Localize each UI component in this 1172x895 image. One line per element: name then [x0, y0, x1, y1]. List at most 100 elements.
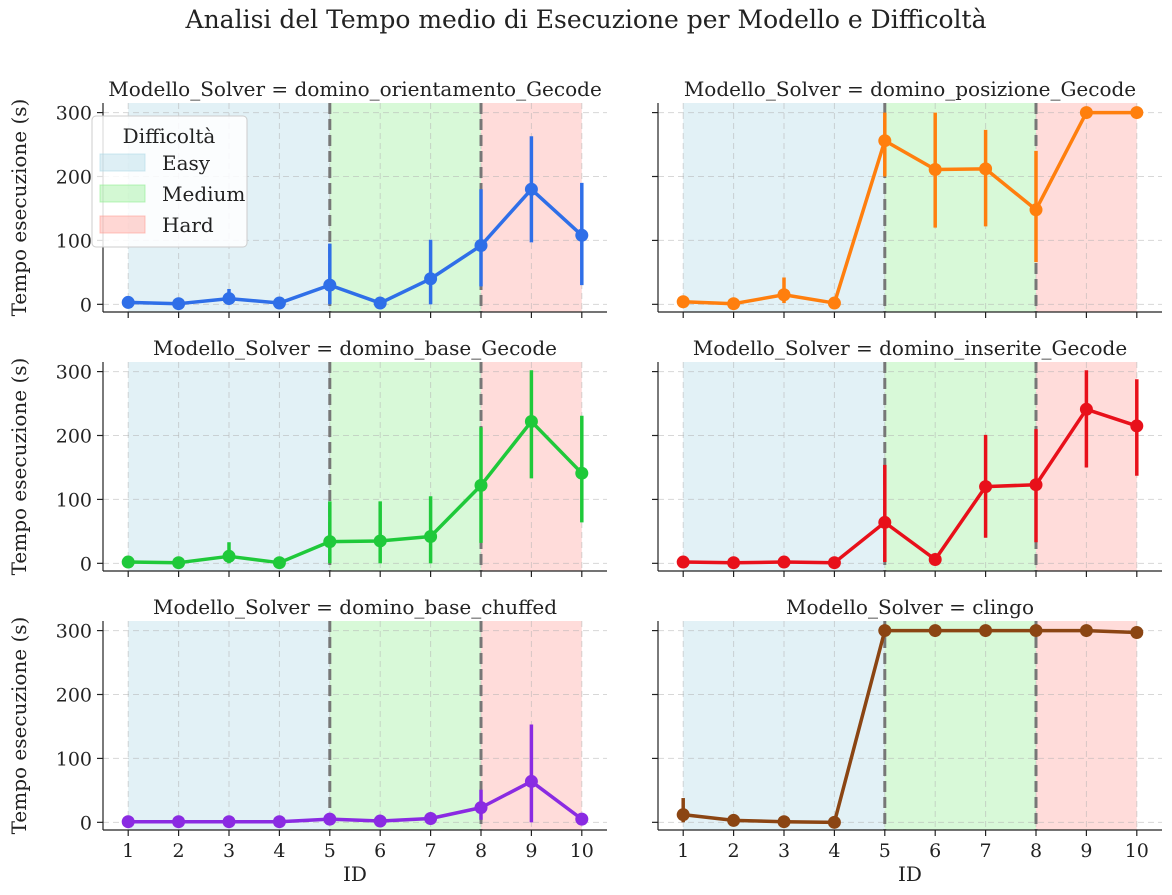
data-point — [323, 278, 337, 292]
region-medium — [329, 103, 481, 312]
x-tick-label: 6 — [374, 840, 386, 862]
series-line — [683, 407, 1138, 565]
data-point — [424, 529, 438, 543]
legend-label-hard: Hard — [162, 213, 214, 237]
data-point — [524, 182, 538, 196]
data-point — [1029, 203, 1043, 217]
x-tick-label: 6 — [929, 840, 941, 862]
region-medium — [329, 362, 481, 571]
data-point — [979, 624, 993, 638]
data-point — [928, 162, 942, 176]
data-point — [524, 414, 538, 428]
x-axis-label: ID — [343, 862, 367, 886]
region-medium — [329, 621, 481, 830]
data-point — [474, 239, 488, 253]
x-tick-label: 8 — [1030, 840, 1042, 862]
y-tick-label: 300 — [56, 103, 92, 125]
x-tick-label: 1 — [677, 840, 689, 862]
panel-1: 0 100 200 300 Tempo esecuzione (s) Modello_So… — [7, 77, 607, 318]
data-point — [827, 556, 841, 570]
x-tick-label: 2 — [728, 840, 740, 862]
y-tick-label: 300 — [56, 362, 92, 384]
x-tick-label: 3 — [778, 840, 790, 862]
data-point — [323, 535, 337, 549]
region-medium — [884, 103, 1036, 312]
data-point — [878, 134, 892, 148]
legend-box — [91, 115, 248, 248]
x-tick-label: 10 — [1125, 840, 1149, 862]
series-line — [128, 187, 583, 306]
data-point — [676, 808, 690, 822]
legend-label-medium: Medium — [162, 182, 245, 206]
data-point — [1079, 624, 1093, 638]
data-point — [928, 624, 942, 638]
data-point — [575, 466, 589, 480]
panel-title: Modello_Solver = clingo — [786, 595, 1034, 619]
data-point — [474, 801, 488, 815]
x-tick-label: 9 — [525, 840, 537, 862]
y-tick-label: 100 — [56, 230, 92, 252]
x-tick-label: 8 — [475, 840, 487, 862]
y-axis-label: Tempo esecuzione (s) — [7, 99, 31, 317]
x-tick-label: 4 — [828, 840, 840, 862]
x-tick-label: 2 — [173, 840, 185, 862]
series-line — [683, 628, 1137, 825]
data-point — [373, 534, 387, 548]
y-tick-label: 0 — [80, 553, 92, 575]
data-point — [474, 478, 488, 492]
legend-swatch-medium — [99, 184, 146, 203]
data-point — [928, 552, 942, 566]
data-point — [121, 295, 135, 309]
y-tick-label: 100 — [56, 489, 92, 511]
panel-title: Modello_Solver = domino_orientamento_Gec… — [108, 77, 602, 101]
legend-title: Difficoltà — [123, 124, 216, 148]
x-tick-label: 5 — [879, 840, 891, 862]
data-point — [676, 555, 690, 569]
region-medium — [884, 621, 1036, 830]
y-axis-label: Tempo esecuzione (s) — [7, 358, 31, 576]
panel-2: Modello_Solver = domino_posizione_Gecode — [652, 77, 1162, 318]
data-point — [121, 815, 135, 829]
x-tick-label: 10 — [570, 840, 594, 862]
panel-3: 0 100 200 300 Tempo esecuzione (s) Modello_So… — [7, 336, 607, 577]
legend-swatch-hard — [99, 215, 146, 234]
data-point — [777, 288, 791, 302]
legend-swatch-easy — [99, 153, 146, 172]
x-tick-label: 3 — [223, 840, 235, 862]
data-point — [727, 297, 741, 311]
data-point — [827, 296, 841, 310]
panel-title: Modello_Solver = domino_posizione_Gecode — [684, 77, 1136, 101]
y-tick-label: 300 — [56, 621, 92, 643]
x-tick-label: 9 — [1080, 840, 1092, 862]
y-axis-label: Tempo esecuzione (s) — [7, 617, 31, 835]
x-tick-label: 4 — [273, 840, 285, 862]
x-tick-label: 7 — [425, 840, 437, 862]
panel-title: Modello_Solver = domino_base_chuffed — [153, 595, 557, 619]
data-point — [121, 555, 135, 569]
data-point — [272, 296, 286, 310]
chart-title: Analisi del Tempo medio di Esecuzione pe… — [185, 5, 987, 34]
data-point — [172, 297, 186, 311]
data-point — [424, 811, 438, 825]
data-point — [172, 815, 186, 829]
x-tick-label: 5 — [324, 840, 336, 862]
data-point — [1079, 106, 1093, 120]
x-tick-label: 7 — [980, 840, 992, 862]
data-point — [272, 556, 286, 570]
data-point — [979, 162, 993, 176]
y-tick-label: 200 — [56, 426, 92, 448]
data-point — [827, 815, 841, 829]
data-point — [727, 813, 741, 827]
y-tick-label: 100 — [56, 748, 92, 770]
data-point — [172, 556, 186, 570]
legend-label-easy: Easy — [162, 151, 211, 175]
y-tick-label: 0 — [80, 294, 92, 316]
data-point — [777, 815, 791, 829]
data-point — [373, 296, 387, 310]
legend: Difficoltà Easy Medium Hard — [91, 115, 248, 248]
panel-title: Modello_Solver = domino_inserite_Gecode — [693, 336, 1127, 360]
data-point — [777, 555, 791, 569]
